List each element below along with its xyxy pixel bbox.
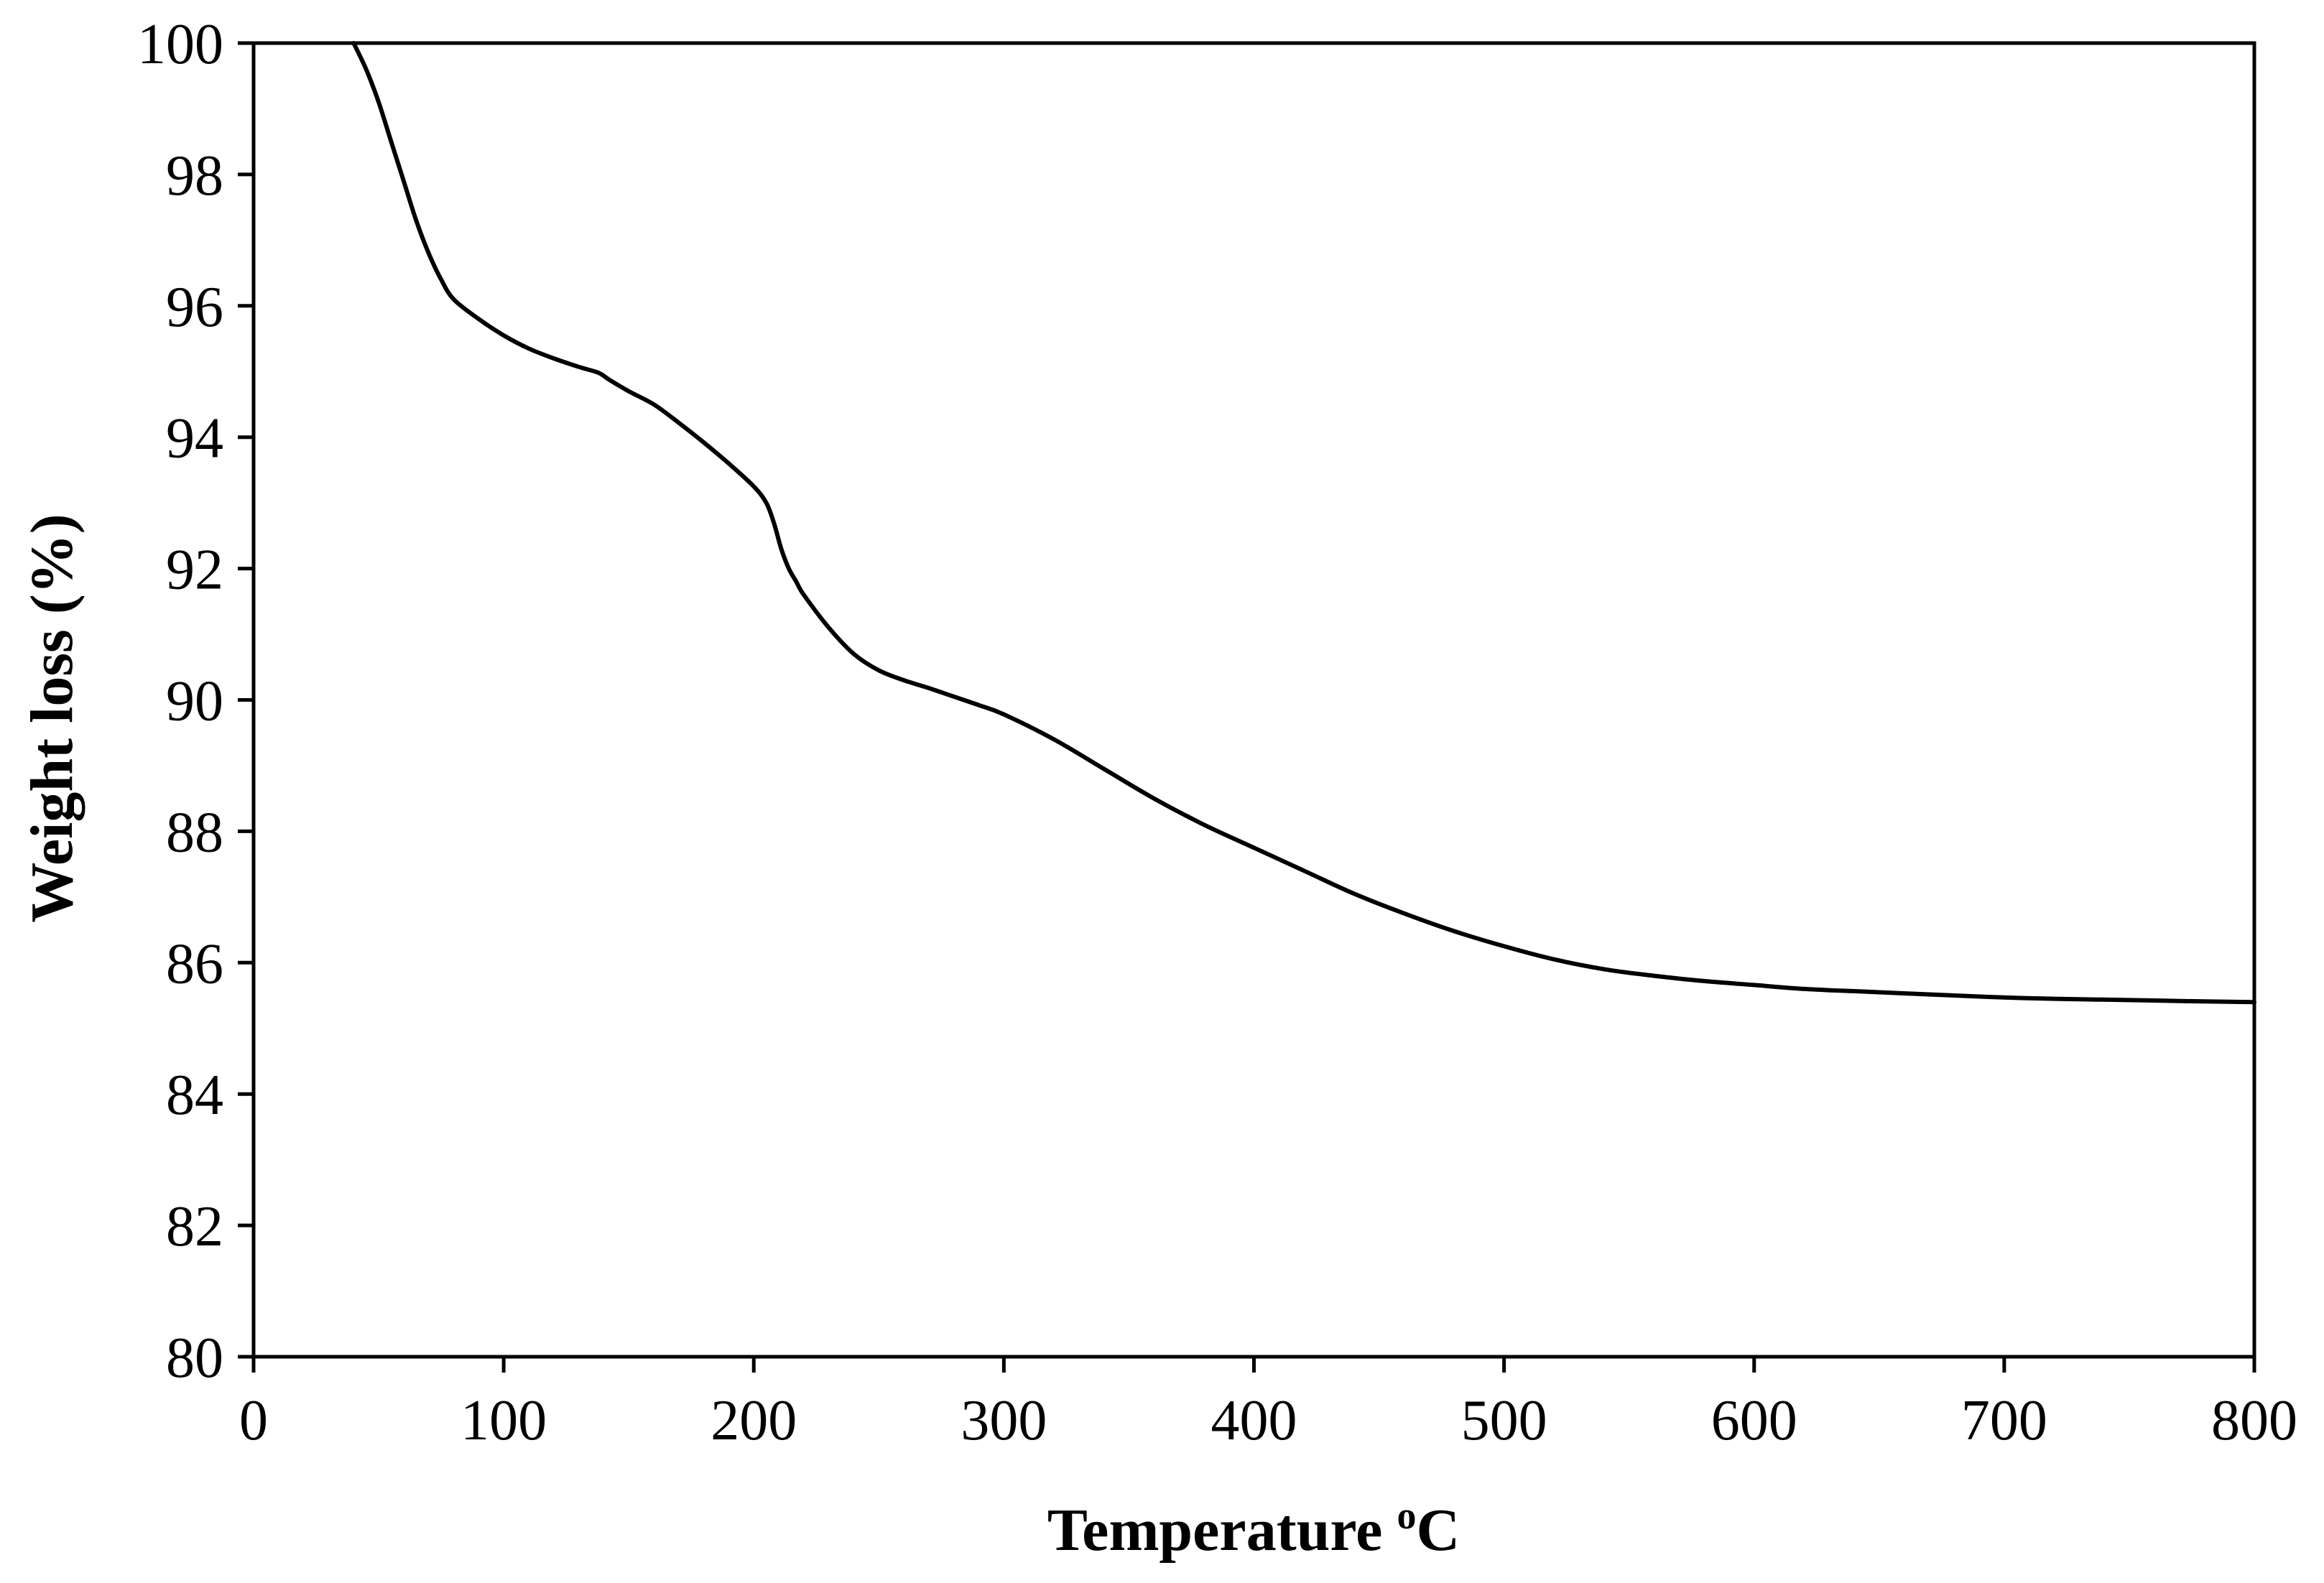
y-tick-label: 80 xyxy=(166,1327,223,1390)
y-tick-label: 94 xyxy=(166,407,223,470)
y-axis-title: Weight loss (%) xyxy=(19,514,85,922)
plot-area-frame xyxy=(251,41,2256,1359)
x-axis-title: Temperature oC xyxy=(1047,1494,1460,1564)
y-tick-label: 88 xyxy=(166,801,223,864)
y-tick-label: 82 xyxy=(166,1195,223,1258)
x-tick-label: 100 xyxy=(460,1389,547,1452)
x-axis-title-unit-sup: o xyxy=(1397,1494,1416,1537)
y-tick-label: 84 xyxy=(166,1064,223,1127)
y-axis-ticks: 80 82 84 86 88 90 92 94 96 98 100 xyxy=(137,13,254,1390)
x-axis-title-unit: C xyxy=(1416,1497,1460,1564)
x-tick-label: 0 xyxy=(239,1389,268,1452)
y-tick-label: 92 xyxy=(166,539,223,602)
weight-loss-curve xyxy=(351,41,2256,1005)
x-tick-label: 800 xyxy=(2211,1389,2297,1452)
y-tick-label: 98 xyxy=(166,144,223,208)
y-tick-label: 86 xyxy=(166,932,223,995)
y-tick-label: 100 xyxy=(137,13,223,76)
y-tick-label: 96 xyxy=(166,276,223,339)
x-tick-label: 500 xyxy=(1461,1389,1547,1452)
x-tick-label: 400 xyxy=(1211,1389,1297,1452)
x-tick-label: 600 xyxy=(1711,1389,1797,1452)
x-axis-title-text: Temperature xyxy=(1047,1497,1383,1564)
x-tick-label: 300 xyxy=(960,1389,1047,1452)
x-axis-ticks: 0 100 200 300 400 500 600 700 800 xyxy=(239,1357,2297,1452)
x-tick-label: 700 xyxy=(1961,1389,2047,1452)
y-tick-label: 90 xyxy=(166,670,223,733)
x-tick-label: 200 xyxy=(710,1389,797,1452)
